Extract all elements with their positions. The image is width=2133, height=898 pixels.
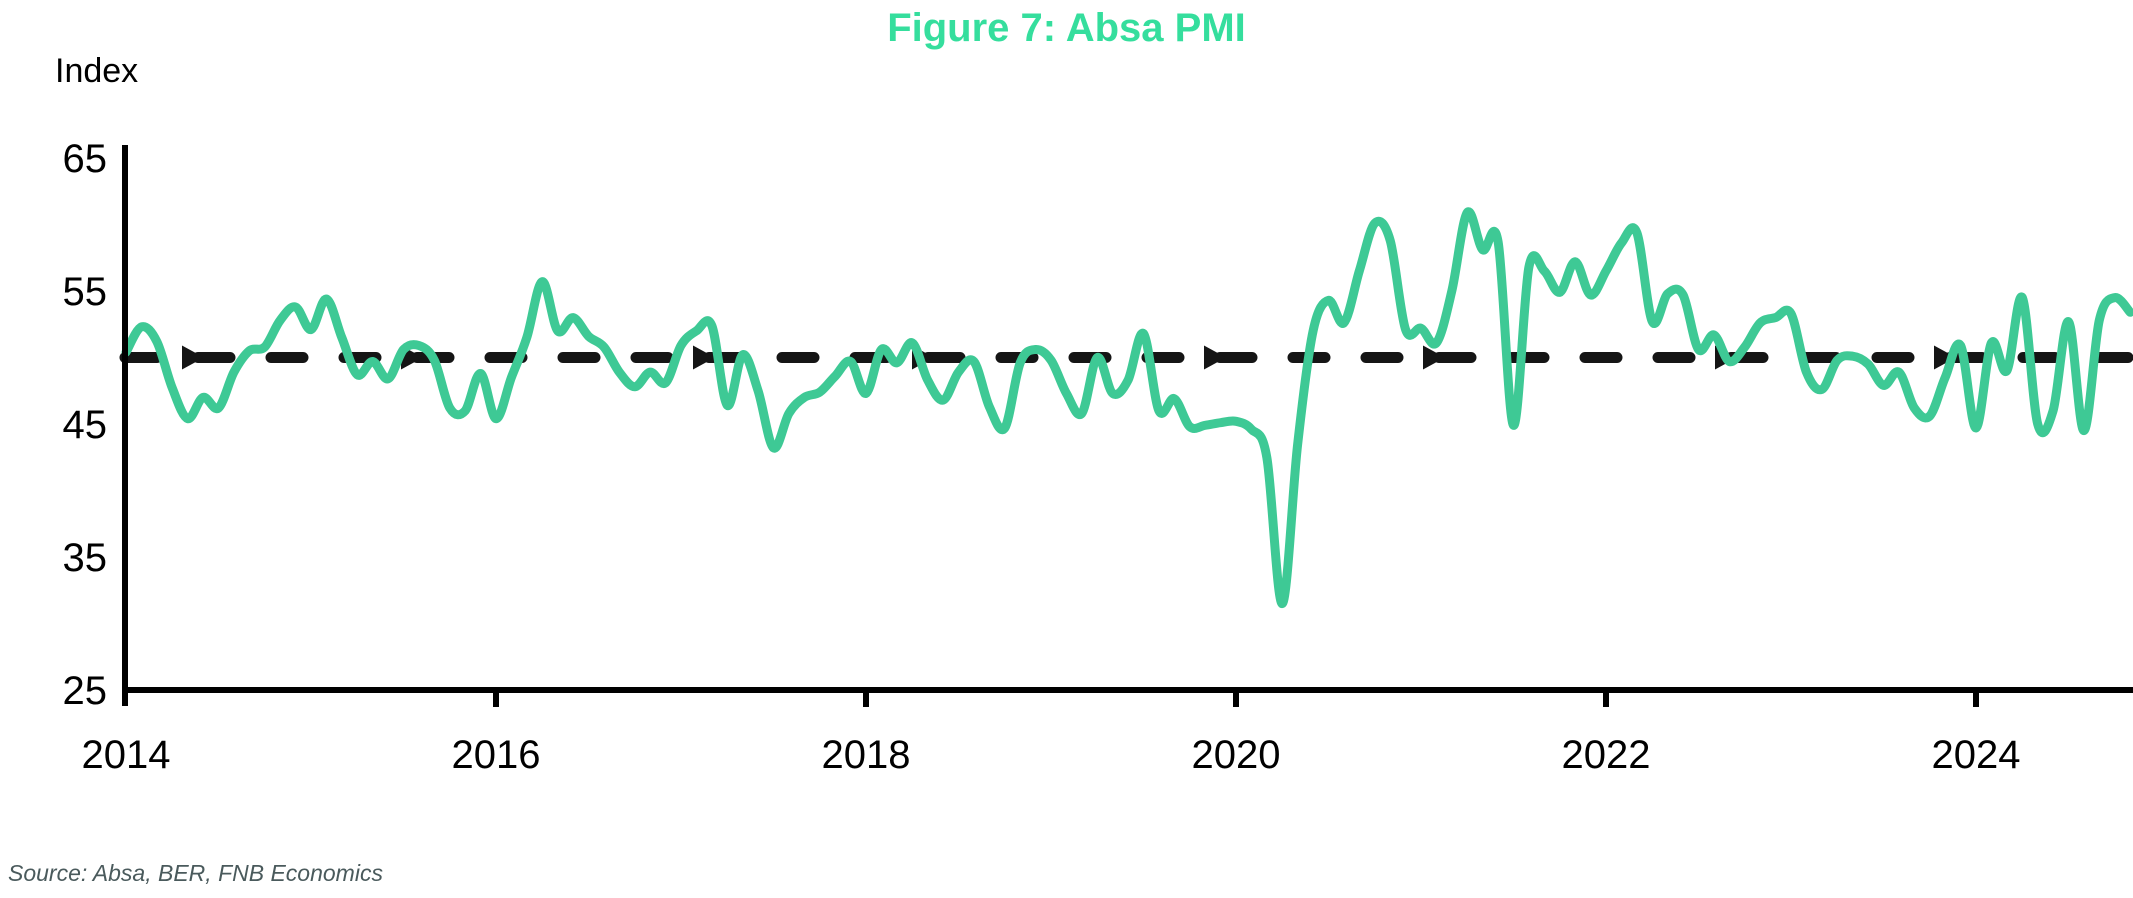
y-axis-title: Index	[55, 52, 138, 90]
chart-title: Figure 7: Absa PMI	[887, 6, 1246, 50]
x-tick-label: 2020	[1192, 733, 1281, 777]
source-note: Source: Absa, BER, FNB Economics	[8, 860, 383, 886]
reference-line-arrow	[1204, 345, 1226, 370]
y-tick-label: 65	[63, 137, 108, 181]
y-tick-label: 45	[63, 403, 108, 447]
y-tick-label: 55	[63, 270, 108, 314]
x-tick-label: 2014	[82, 733, 171, 777]
x-tick-label: 2024	[1932, 733, 2021, 777]
reference-line-arrow	[182, 345, 204, 370]
x-tick-label: 2016	[452, 733, 541, 777]
y-tick-label: 35	[63, 536, 108, 580]
pmi-line	[121, 207, 2133, 609]
x-tick-label: 2018	[822, 733, 911, 777]
reference-line-arrow	[1934, 345, 1956, 370]
y-tick-label: 25	[63, 669, 108, 713]
x-tick-label: 2022	[1562, 733, 1651, 777]
reference-line-arrow	[693, 345, 715, 370]
reference-line-arrow	[1423, 345, 1445, 370]
